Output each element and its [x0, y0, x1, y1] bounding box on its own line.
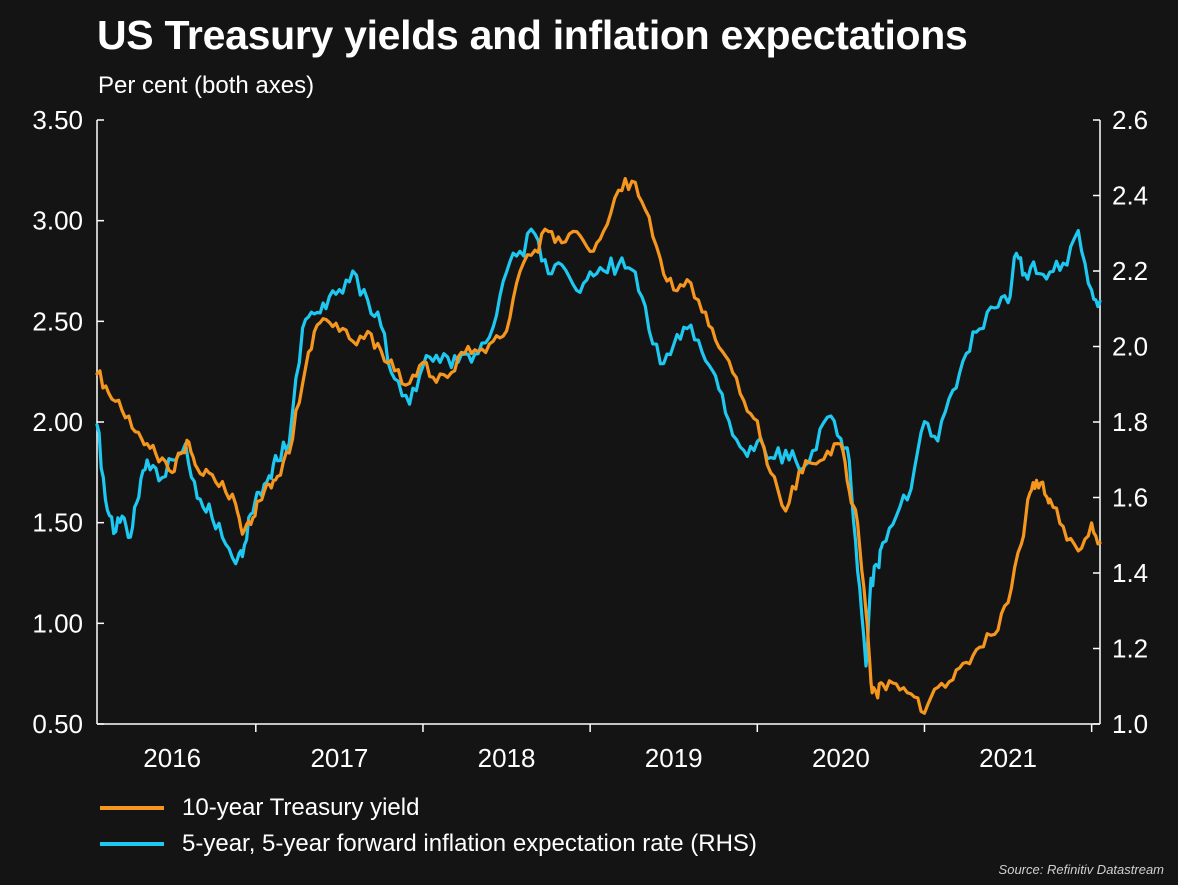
left-axis-tick-label: 0.50	[32, 709, 83, 739]
legend-label-yield: 10-year Treasury yield	[182, 794, 420, 821]
x-axis-tick-label: 2017	[310, 743, 368, 773]
right-axis-tick-label: 2.4	[1112, 181, 1148, 211]
left-axis-tick-label: 2.00	[32, 407, 83, 437]
right-axis-tick-label: 1.8	[1112, 407, 1148, 437]
legend-swatch-inflation	[100, 842, 164, 846]
legend-swatch-yield	[100, 806, 164, 810]
right-axis-tick-label: 1.6	[1112, 483, 1148, 513]
left-axis-tick-label: 3.00	[32, 206, 83, 236]
treasury-yield-line	[95, 177, 1102, 715]
x-axis-tick-label: 2016	[143, 743, 201, 773]
x-axis-tick-label: 2020	[812, 743, 870, 773]
right-axis-tick-label: 1.4	[1112, 558, 1148, 588]
left-axis-tick-label: 2.50	[32, 306, 83, 336]
chart-title: US Treasury yields and inflation expecta…	[97, 12, 968, 58]
x-axis-tick-label: 2021	[979, 743, 1037, 773]
axes: 3.50 3.00 2.50 2.00 1.50 1.00 0.50 2.6 2.4 2.2 2.0…	[32, 105, 1148, 773]
right-axis-tick-label: 1.0	[1112, 709, 1148, 739]
chart-subtitle: Per cent (both axes)	[98, 72, 315, 99]
legend-item-yield: 10-year Treasury yield	[100, 790, 757, 826]
left-axis-tick-label: 1.00	[32, 608, 83, 638]
legend: 10-year Treasury yield 5-year, 5-year fo…	[100, 790, 757, 862]
left-axis-tick-label: 3.50	[32, 105, 83, 135]
legend-label-inflation: 5-year, 5-year forward inflation expecta…	[182, 830, 757, 857]
series-group	[95, 177, 1102, 715]
source-note: Source: Refinitiv Datastream	[998, 862, 1164, 877]
x-axis-tick-label: 2018	[478, 743, 536, 773]
right-axis-tick-label: 2.2	[1112, 256, 1148, 286]
legend-item-inflation: 5-year, 5-year forward inflation expecta…	[100, 826, 757, 862]
x-axis-tick-label: 2019	[645, 743, 703, 773]
right-axis-tick-label: 2.0	[1112, 332, 1148, 362]
left-axis-tick-label: 1.50	[32, 508, 83, 538]
right-axis-tick-label: 2.6	[1112, 105, 1148, 135]
right-axis-tick-label: 1.2	[1112, 634, 1148, 664]
inflation-expectation-line	[95, 227, 1102, 668]
